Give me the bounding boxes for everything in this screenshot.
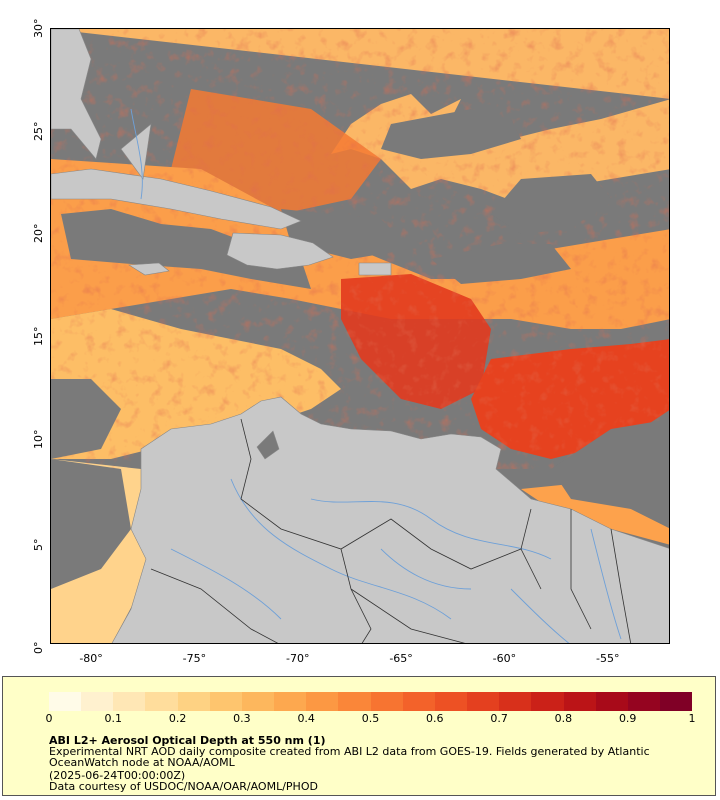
jamaica-land [128, 262, 170, 276]
x-tick-label: -80° [79, 652, 103, 665]
colorbar-cell [627, 692, 660, 711]
no-data-patches [51, 109, 669, 589]
map-panel [50, 28, 670, 644]
colorbar-cell [274, 692, 307, 711]
land-masses [51, 29, 669, 643]
colorbar-cell [306, 692, 339, 711]
colorbar-cell [531, 692, 564, 711]
y-tick-label: 25° [32, 121, 45, 141]
x-tick-label: -70° [286, 652, 310, 665]
florida-land [51, 29, 102, 160]
colorbar-cell [113, 692, 146, 711]
y-tick-label: 0° [32, 641, 45, 655]
colorbar-cell [209, 692, 242, 711]
colorbar-tick-label: 0.8 [554, 712, 573, 725]
colorbar-tick-label: 0 [45, 712, 53, 725]
colorbar-tick-label: 0.6 [426, 712, 444, 725]
colorbar-cell [595, 692, 628, 711]
legend-credit: Data courtesy of USDOC/NOAA/OAR/AOML/PHO… [49, 780, 318, 793]
colorbar-cell [467, 692, 500, 711]
colorbar-cell [49, 692, 82, 711]
legend-panel: 0 0.1 0.2 0.3 0.4 0.5 0.6 0.7 0.8 0.9 1 … [2, 676, 716, 796]
colorbar-cell [241, 692, 275, 711]
y-tick-label: 15° [32, 326, 45, 347]
colorbar-cell [434, 692, 468, 711]
colorbar-cell [659, 692, 693, 711]
y-tick-label: 10° [32, 429, 45, 449]
colorbar-cell [338, 692, 371, 711]
colorbar-cell [499, 692, 532, 711]
colorbar-cell [370, 692, 403, 711]
hispaniola-land [226, 232, 334, 270]
colorbar-tick-label: 0.2 [168, 712, 187, 725]
colorbar-tick-label: 0.1 [104, 712, 123, 725]
x-tick-label: -65° [389, 652, 413, 665]
rivers [130, 108, 622, 643]
legend-title: ABI L2+ Aerosol Optical Depth at 550 nm … [49, 734, 326, 747]
legend-date: (2025-06-24T00:00:00Z) [49, 769, 186, 782]
colorbar-cell [563, 692, 596, 711]
colorbar-cell [177, 692, 210, 711]
colorbar-tick-label: 0.4 [297, 712, 315, 725]
aod-region-southeast [521, 484, 669, 545]
x-tick-label: -75° [182, 652, 207, 665]
colorbar [49, 692, 693, 711]
y-tick-label: 5° [32, 538, 45, 552]
x-tick-label: -60° [492, 652, 517, 665]
y-tick-label: 20° [32, 223, 45, 244]
colorbar-tick-label: 1 [688, 712, 696, 725]
colorbar-tick-label: 0.3 [233, 712, 251, 725]
colorbar-cell [145, 692, 178, 711]
x-tick-label: -55° [596, 652, 620, 665]
y-tick-label: 30° [32, 18, 45, 39]
colorbar-tick-label: 0.9 [618, 712, 637, 725]
colorbar-cell [402, 692, 435, 711]
puerto-rico-land [358, 262, 392, 276]
cuba-land [51, 168, 302, 230]
south-america-land [111, 396, 669, 643]
lake-maracaibo [256, 430, 280, 460]
country-borders [150, 418, 632, 643]
legend-description: Experimental NRT AOD daily composite cre… [49, 745, 650, 769]
colorbar-cell [81, 692, 114, 711]
aod-map [51, 29, 669, 643]
colorbar-tick-label: 0.5 [361, 712, 380, 725]
colorbar-tick-label: 0.7 [490, 712, 508, 725]
